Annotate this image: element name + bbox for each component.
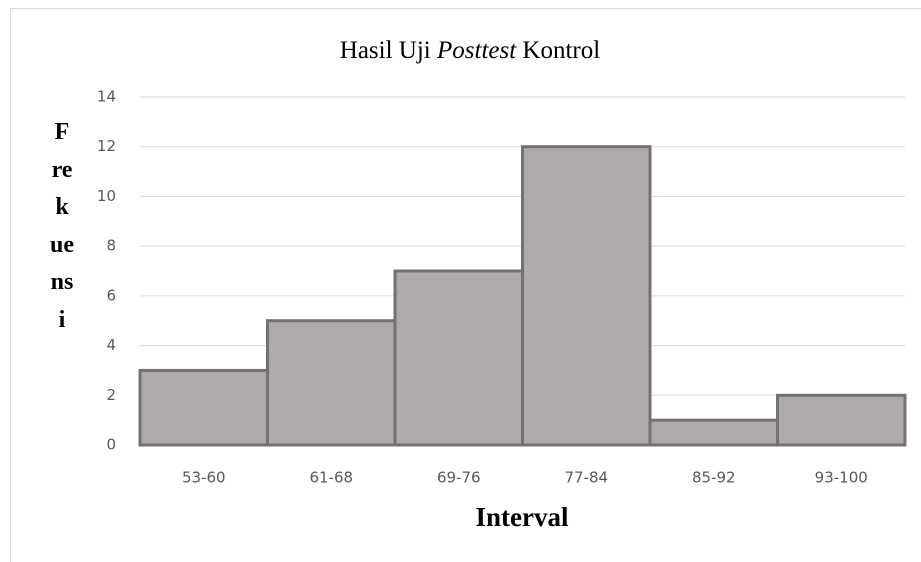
- x-tick-label: 61-68: [309, 469, 353, 487]
- x-tick-label: 93-100: [815, 469, 868, 487]
- x-tick-label: 69-76: [437, 469, 481, 487]
- y-tick-label: 6: [106, 286, 116, 304]
- y-tick-label: 12: [97, 137, 116, 155]
- y-tick-label: 4: [106, 336, 116, 354]
- x-tick-label: 85-92: [692, 469, 736, 487]
- bar: [266, 319, 397, 447]
- y-tick-label: 8: [106, 237, 116, 255]
- bar: [648, 418, 779, 447]
- x-tick-label: 77-84: [564, 469, 608, 487]
- x-tick-label: 53-60: [182, 469, 226, 487]
- bar: [776, 393, 907, 447]
- y-tick-label: 10: [97, 187, 116, 205]
- chart-title: Hasil Uji Posttest Kontrol: [340, 37, 600, 64]
- chart-border: [10, 8, 921, 562]
- y-tick-label: 2: [106, 386, 116, 404]
- bar: [521, 145, 652, 447]
- y-axis-label: Frekuensi: [50, 119, 74, 333]
- x-axis-label: Interval: [476, 502, 569, 532]
- y-tick-label: 14: [97, 88, 116, 106]
- bar: [393, 269, 524, 447]
- y-tick-label: 0: [106, 436, 116, 454]
- bar: [138, 368, 269, 447]
